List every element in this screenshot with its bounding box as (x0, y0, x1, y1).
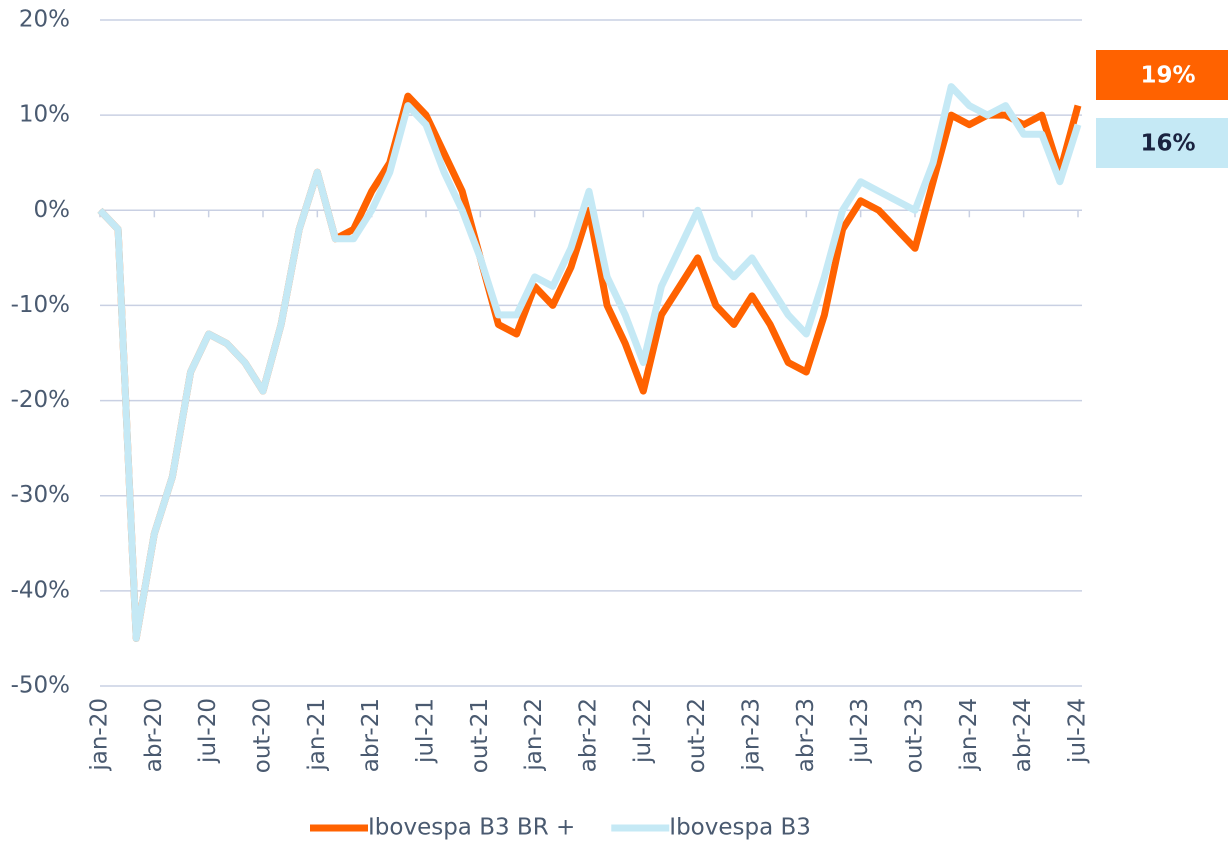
x-tick-label: jul-22 (630, 698, 656, 764)
end-label: 16% (1140, 131, 1195, 157)
x-tick-label: jan-23 (739, 698, 765, 772)
x-tick-label: abr-20 (141, 698, 167, 772)
x-tick-label: jul-20 (195, 698, 221, 764)
x-tick-label: jul-21 (413, 698, 439, 764)
y-tick-label: -50% (11, 673, 70, 699)
x-tick-label: out-23 (902, 698, 928, 773)
end-label: 19% (1140, 63, 1195, 89)
x-tick-label: out-21 (467, 698, 493, 773)
end-label-box (1096, 50, 1228, 100)
x-tick-label: jan-21 (304, 698, 330, 772)
y-tick-label: 10% (19, 102, 70, 128)
x-tick-label: jan-24 (956, 698, 982, 772)
legend-label: Ibovespa B3 (669, 815, 811, 841)
y-tick-label: 20% (19, 7, 70, 33)
x-tick-label: abr-24 (1010, 698, 1036, 772)
y-tick-label: -30% (11, 482, 70, 508)
x-tick-label: out-20 (250, 698, 276, 773)
x-tick-label: jul-23 (847, 698, 873, 764)
y-tick-label: 0% (34, 197, 71, 223)
x-tick-label: jan-20 (87, 698, 113, 772)
x-tick-label: jan-22 (521, 698, 547, 772)
end-label-box (1096, 118, 1228, 168)
y-tick-label: -10% (11, 292, 70, 318)
x-tick-label: out-22 (684, 698, 710, 773)
legend-label: Ibovespa B3 BR + (368, 815, 575, 841)
y-tick-label: -20% (11, 387, 70, 413)
x-tick-label: jul-24 (1065, 698, 1091, 764)
series-line (97, 83, 1082, 642)
x-tick-label: abr-21 (358, 698, 384, 772)
x-tick-label: abr-23 (793, 698, 819, 772)
y-tick-label: -40% (11, 577, 70, 603)
x-tick-label: abr-22 (576, 698, 602, 772)
